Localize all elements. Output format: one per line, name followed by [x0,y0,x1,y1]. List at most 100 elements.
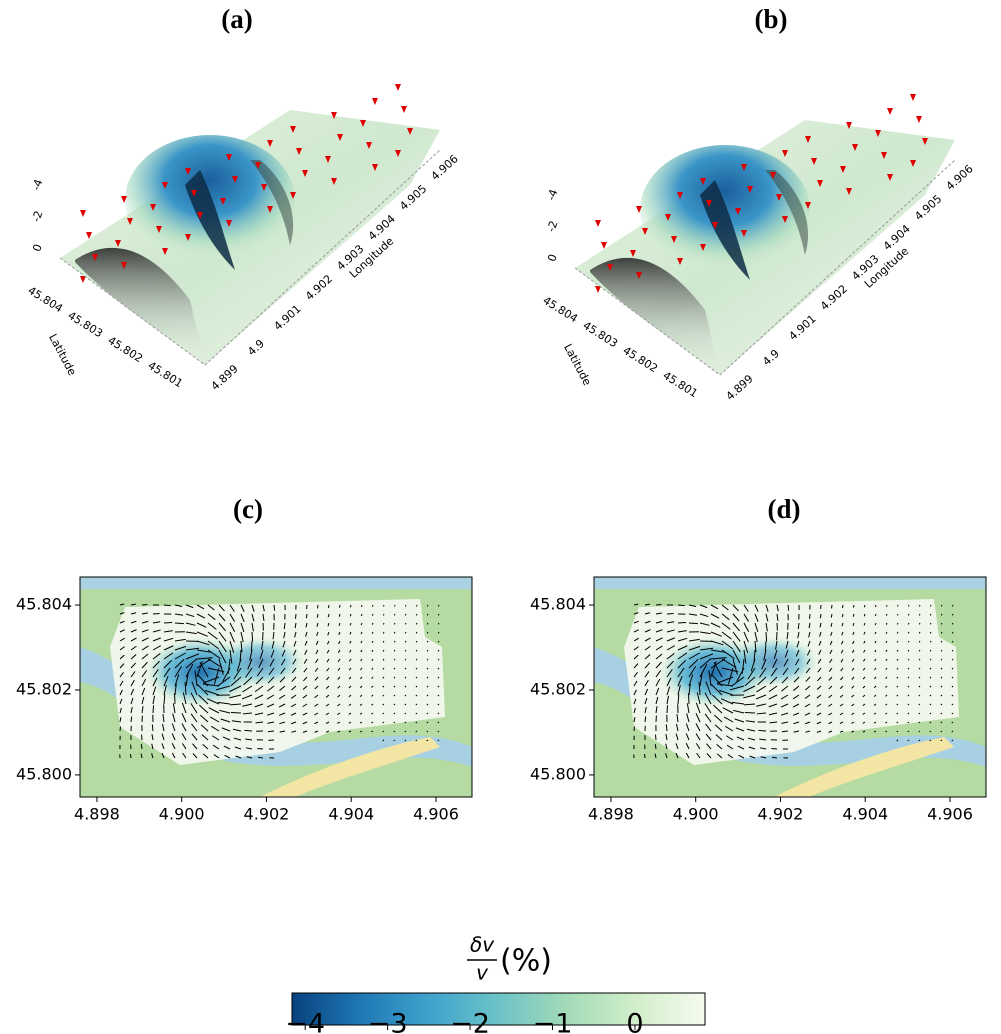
vector-arrow [197,684,209,696]
vector-arrow [267,676,275,684]
vector-arrow [716,743,723,750]
vector-arrow [675,743,679,750]
vector-arrow [863,649,866,653]
vector-arrow [415,685,418,688]
station [407,128,413,135]
vector-arrow [896,685,899,688]
vector-arrow [725,725,734,732]
vector-arrow [918,604,921,607]
x-tick-label: 4.9 [245,337,267,358]
vector-arrow [254,685,264,693]
vector-arrow [743,613,749,622]
vector-arrow [348,694,352,698]
vector-arrow [715,734,723,741]
vector-arrow [181,733,187,741]
station [595,220,601,227]
station [700,244,706,251]
vector-arrow [874,604,877,608]
vector-arrow [688,638,700,642]
vector-arrow [852,631,855,636]
vector-arrow [382,739,385,742]
vector-arrow [348,721,352,724]
station [881,152,887,159]
vector-arrow [780,703,789,708]
colorbar-tick-label: −2 [450,1009,490,1034]
vector-arrow [830,613,833,618]
vector-arrow [404,721,407,724]
vector-arrow [705,681,712,696]
vector-arrow [940,739,943,742]
vector-arrow [191,733,198,741]
vector-arrow [348,685,352,689]
vector-arrow [119,663,125,669]
vector-arrow [633,620,639,624]
vector-arrow [885,622,888,625]
vector-arrow [737,745,745,750]
vector-arrow [804,712,811,716]
vector-arrow [665,724,668,732]
station [595,286,601,293]
vector-arrow [828,685,833,690]
vector-arrow [315,640,319,646]
vector-arrow [716,676,734,684]
vector-arrow [951,631,954,634]
vector-arrow [229,703,242,706]
station [395,150,401,157]
vector-arrow [768,694,778,700]
station [290,192,296,199]
vector-arrow [929,703,932,706]
vector-arrow [360,649,363,653]
vector-arrow [199,714,209,723]
vector-arrow [839,685,844,690]
vector-arrow [828,721,833,725]
station [401,106,407,113]
colorbar-label-unit: (%) [500,944,552,979]
vector-arrow [795,649,800,657]
vector-arrow [174,638,186,642]
station [922,138,928,145]
vector-arrow [337,676,341,680]
panel-title: (d) [768,494,801,524]
vector-arrow [705,723,712,732]
vector-arrow [907,676,910,679]
vector-arrow [677,645,688,651]
vector-arrow [816,712,822,716]
vector-arrow [290,694,297,699]
vector-arrow [437,739,440,742]
vector-arrow [862,721,866,724]
vector-arrow [255,721,264,724]
sand [774,737,954,797]
vector-arrow [771,756,778,759]
vector-arrow [404,613,407,616]
z-tick-label: -2 [545,219,561,234]
vector-arrow [665,743,668,750]
vector-arrow [758,729,767,732]
x-tick-label: 4.906 [927,805,973,824]
vector-arrow [130,620,137,624]
vector-arrow [666,669,673,678]
vector-arrow [907,703,910,706]
vector-arrow [633,707,636,714]
vector-arrow [437,631,440,634]
vector-arrow [152,653,161,660]
vector-arrow [293,640,297,647]
vector-arrow [840,667,844,672]
vector-arrow [677,685,681,696]
vector-arrow [712,694,723,705]
vector-arrow [119,680,124,687]
vector-arrow [706,743,712,750]
vector-arrow [236,658,242,672]
vector-arrow [782,667,789,676]
vector-arrow [279,676,286,683]
vector-arrow [152,677,158,687]
vector-arrow [393,649,396,652]
vector-arrow [404,676,407,679]
vector-arrow [174,613,184,616]
vector-arrow [326,667,330,672]
vector-arrow [828,676,833,681]
vector-arrow [163,604,171,607]
vector-arrow [244,729,253,732]
vector-arrow [279,730,286,733]
vector-arrow [233,667,242,680]
vector-arrow [695,723,701,732]
